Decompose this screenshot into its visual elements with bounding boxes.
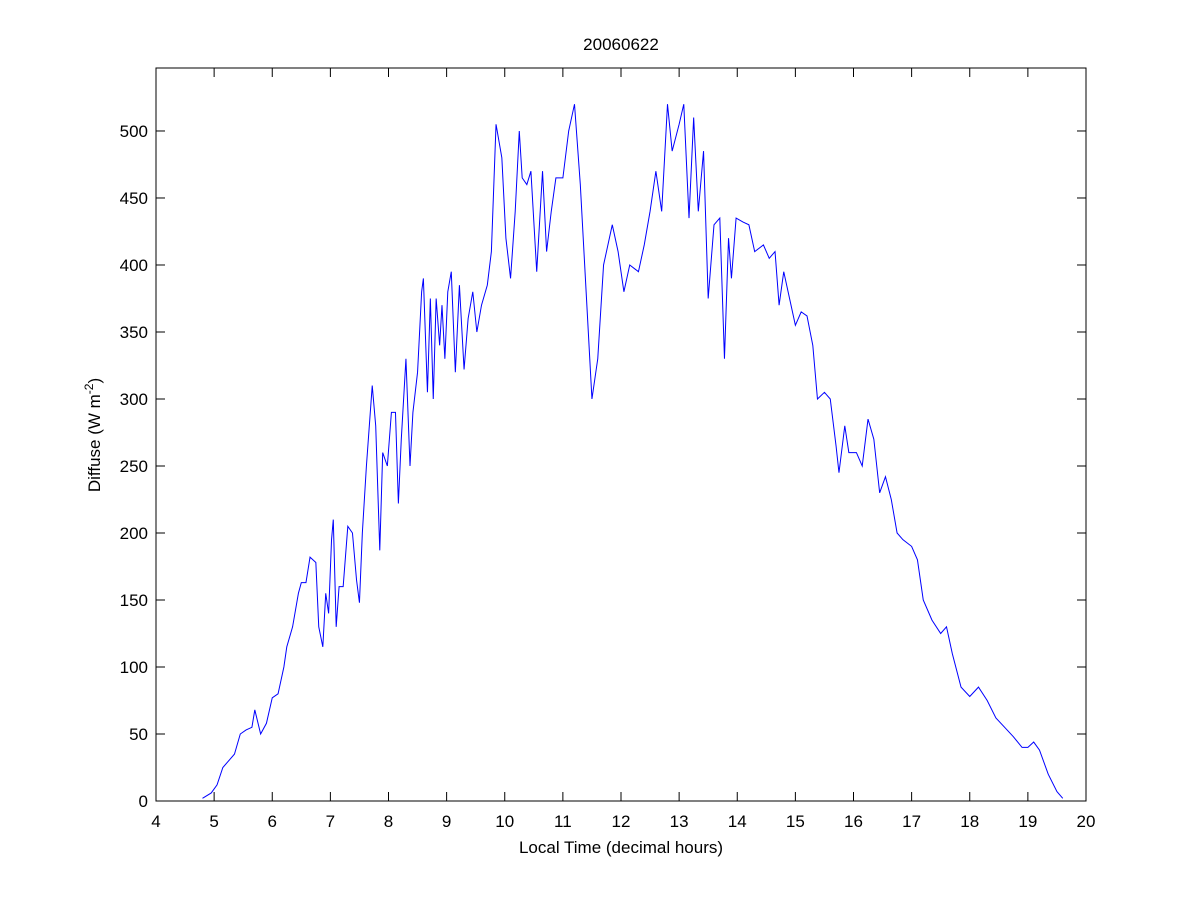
data-line bbox=[202, 104, 1064, 799]
x-axis-label: Local Time (decimal hours) bbox=[519, 838, 723, 857]
x-tick-label: 8 bbox=[384, 812, 393, 831]
y-axis-label-suffix: ) bbox=[85, 378, 104, 384]
x-tick-label: 13 bbox=[670, 812, 689, 831]
x-tick-label: 9 bbox=[442, 812, 451, 831]
x-tick-label: 20 bbox=[1077, 812, 1096, 831]
x-tick-label: 15 bbox=[786, 812, 805, 831]
x-tick-label: 5 bbox=[209, 812, 218, 831]
x-tick-label: 14 bbox=[728, 812, 747, 831]
y-tick-label: 350 bbox=[120, 323, 148, 342]
y-tick-label: 500 bbox=[120, 122, 148, 141]
x-tick-label: 7 bbox=[326, 812, 335, 831]
y-tick-label: 400 bbox=[120, 256, 148, 275]
y-tick-label: 250 bbox=[120, 457, 148, 476]
y-tick-label: 100 bbox=[120, 658, 148, 677]
y-tick-label: 450 bbox=[120, 189, 148, 208]
x-tick-label: 17 bbox=[902, 812, 921, 831]
y-tick-label: 200 bbox=[120, 524, 148, 543]
x-tick-label: 18 bbox=[960, 812, 979, 831]
y-tick-label: 50 bbox=[129, 725, 148, 744]
x-tick-label: 4 bbox=[151, 812, 160, 831]
y-tick-label: 0 bbox=[139, 792, 148, 811]
x-tick-label: 16 bbox=[844, 812, 863, 831]
y-tick-label: 150 bbox=[120, 591, 148, 610]
x-tick-label: 11 bbox=[554, 812, 572, 831]
x-tick-label: 12 bbox=[612, 812, 631, 831]
y-tick-label: 300 bbox=[120, 390, 148, 409]
y-axis-label-superscript: -2 bbox=[82, 383, 96, 394]
x-tick-label: 19 bbox=[1018, 812, 1037, 831]
chart-title: 20060622 bbox=[583, 35, 659, 54]
x-tick-label: 6 bbox=[268, 812, 277, 831]
x-tick-label: 10 bbox=[495, 812, 514, 831]
y-axis-label-main: Diffuse (W m bbox=[85, 394, 104, 492]
y-axis-label: Diffuse (W m-2) bbox=[82, 378, 104, 492]
